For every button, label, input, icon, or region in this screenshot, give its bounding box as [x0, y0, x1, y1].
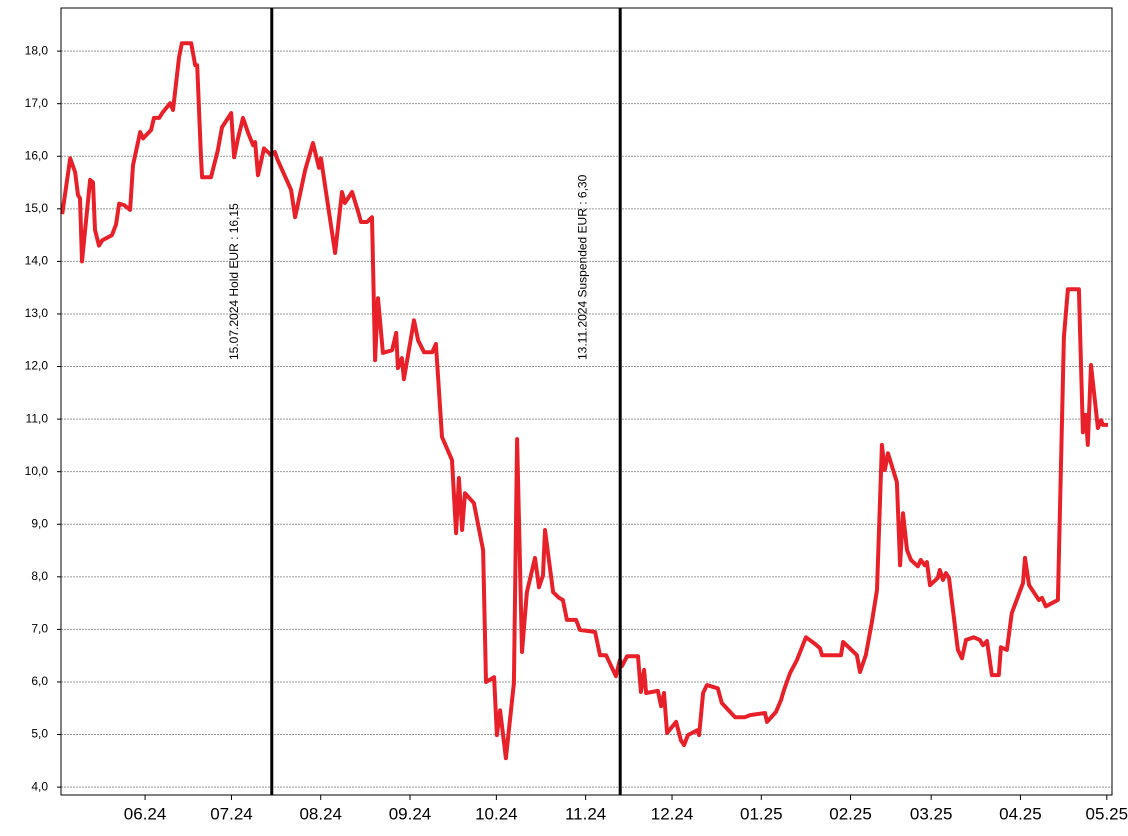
y-tick-label: 18,0: [25, 43, 49, 57]
y-tick-label: 12,0: [25, 359, 49, 373]
x-tick-label: 03.25: [910, 804, 953, 823]
annotation-label: 13.11.2024 Suspended EUR : 6,30: [575, 174, 589, 360]
x-tick-label: 02.25: [829, 804, 872, 823]
price-line: [60, 41, 1108, 761]
x-tick-label: 11.24: [565, 804, 606, 823]
x-tick-label: 05.25: [1086, 804, 1128, 823]
y-tick-label: 4,0: [31, 779, 48, 793]
y-tick-label: 7,0: [31, 622, 48, 636]
x-tick-label: 09.24: [389, 804, 432, 823]
y-tick-label: 10,0: [25, 464, 49, 478]
plot-area: [61, 8, 1112, 795]
plot-frame: [60, 7, 1113, 796]
y-tick-label: 16,0: [25, 148, 49, 162]
x-tick-label: 07.24: [210, 804, 253, 823]
y-tick-label: 11,0: [26, 411, 49, 425]
x-tick-label: 08.24: [299, 804, 342, 823]
y-tick-label: 5,0: [31, 727, 48, 741]
y-tick-label: 6,0: [31, 674, 48, 688]
y-tick-label: 17,0: [25, 96, 49, 110]
y-tick-label: 15,0: [25, 201, 49, 215]
x-tick-label: 12.24: [651, 804, 694, 823]
y-tick-label: 9,0: [31, 516, 48, 530]
x-tick-label: 04.25: [999, 804, 1042, 823]
x-tick-label: 10.24: [475, 804, 518, 823]
y-tick-label: 8,0: [31, 569, 48, 583]
y-tick-label: 14,0: [25, 254, 49, 268]
x-tick-label: 06.24: [124, 804, 167, 823]
annotation-label: 15.07.2024 Hold EUR : 16,15: [227, 203, 241, 360]
x-tick-label: 01.25: [740, 804, 783, 823]
y-tick-label: 13,0: [25, 306, 49, 320]
